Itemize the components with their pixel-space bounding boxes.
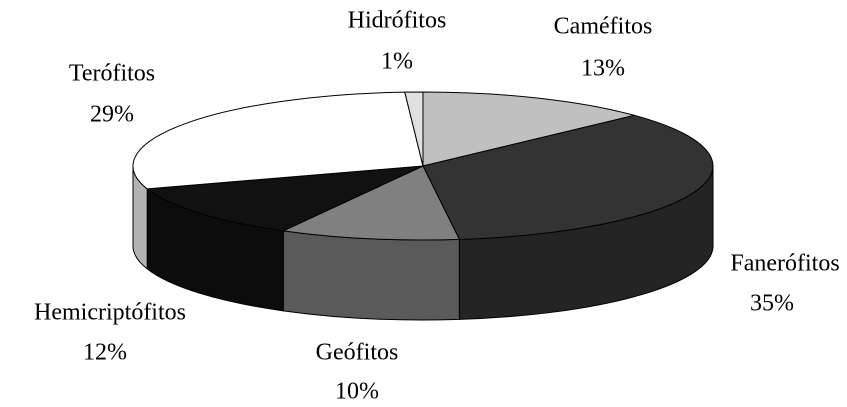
slice-value-label: 12% bbox=[83, 340, 127, 366]
slice-label: Fanerófitos bbox=[730, 251, 839, 277]
pie-slice bbox=[422, 91, 635, 167]
pie-slice bbox=[132, 91, 424, 190]
pie-slice bbox=[282, 165, 460, 241]
pie-slice-side bbox=[282, 230, 460, 321]
slice-value-label: 35% bbox=[750, 291, 794, 317]
slice-value-label: 10% bbox=[335, 379, 379, 405]
slice-value-label: 29% bbox=[90, 102, 134, 128]
slice-value-label: 13% bbox=[581, 56, 625, 82]
slice-label: Caméfitos bbox=[554, 14, 653, 40]
slice-label: Terófitos bbox=[69, 61, 155, 87]
slice-label: Hemicriptófitos bbox=[34, 300, 186, 326]
pie-slice bbox=[422, 114, 714, 240]
pie-slice bbox=[146, 165, 424, 232]
slice-label: Geófitos bbox=[316, 340, 399, 366]
slice-label: Hidrófitos bbox=[348, 8, 447, 34]
pie-slice bbox=[404, 91, 424, 167]
slice-value-label: 1% bbox=[381, 49, 413, 75]
